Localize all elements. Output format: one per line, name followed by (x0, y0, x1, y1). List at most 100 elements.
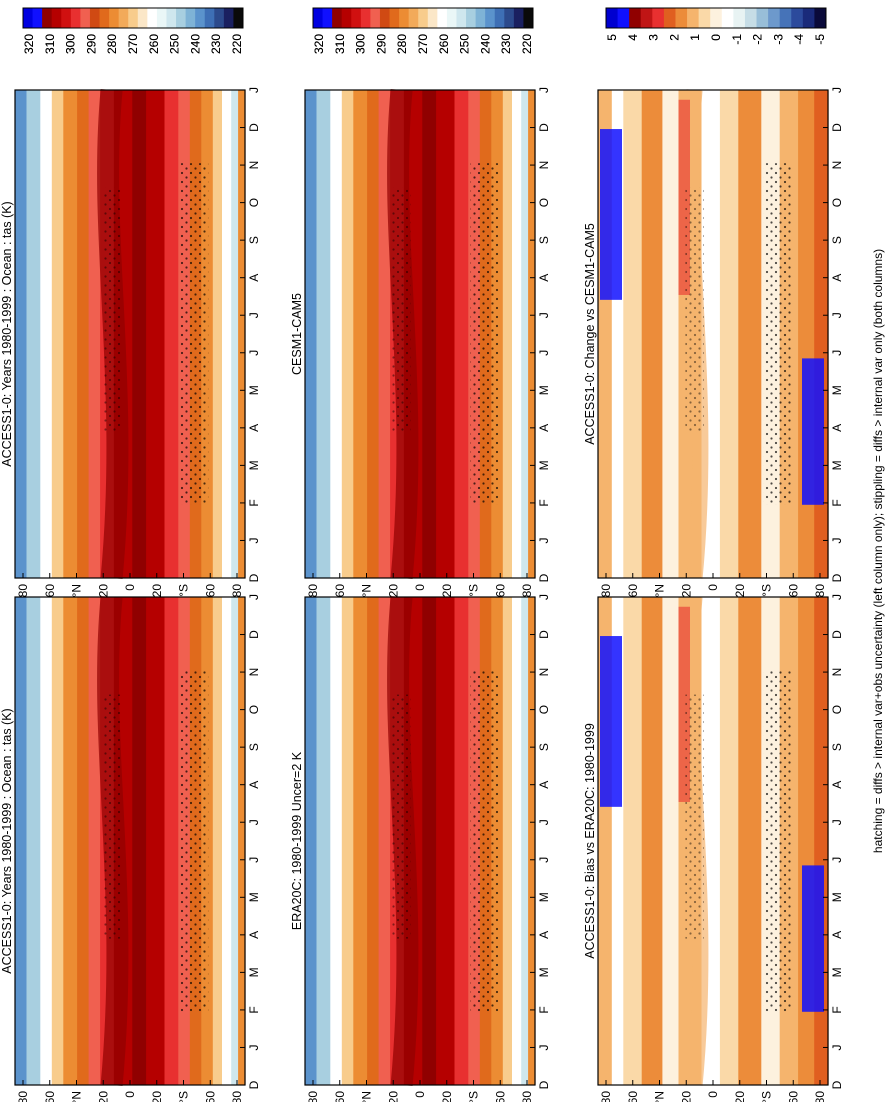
colorbar-label: 270 (126, 34, 140, 54)
lat-label: °S (467, 584, 481, 597)
lat-band (378, 90, 391, 578)
month-label: M (247, 460, 261, 470)
month-label: N (247, 161, 261, 170)
colorbar-frame (312, 7, 534, 29)
colorbar-label: 290 (374, 34, 388, 54)
colorbar-label: 240 (478, 34, 492, 54)
colorbar-label: -4 (792, 34, 806, 45)
colorbar-label: 240 (188, 34, 202, 54)
colorbar-swatch (652, 8, 665, 28)
colorbar-swatch (389, 8, 400, 28)
lat-band (436, 597, 456, 1085)
lat-band (146, 90, 166, 578)
stippling (685, 187, 704, 432)
lat-band (330, 90, 343, 578)
lat-band (738, 90, 762, 578)
colorbar-swatch (779, 8, 792, 28)
colorbar-label: 280 (395, 34, 409, 54)
lat-band (305, 597, 318, 1085)
lat-label: 20 (679, 584, 693, 598)
stippling (392, 187, 411, 432)
lat-label: 80 (813, 584, 827, 598)
colorbar-label: 4 (626, 34, 640, 41)
colorbar-swatch (475, 8, 486, 28)
lat-band (719, 90, 739, 578)
colorbar-label: 270 (126, 34, 140, 54)
anomaly-blob (802, 358, 824, 505)
lat-band (316, 597, 331, 1085)
lat-band (528, 90, 536, 578)
colorbar-label: 250 (458, 34, 472, 54)
colorbar-frame (605, 7, 827, 29)
colorbar-swatch (675, 8, 688, 28)
panel-title: ACCESS1-0: Years 1980-1999 : Ocean : tas… (0, 708, 14, 973)
colorbar-swatch (109, 8, 120, 28)
lat-band (222, 90, 232, 578)
colorbar-label: 4 (626, 34, 640, 41)
month-label: J (247, 312, 261, 318)
month-label: M (830, 460, 844, 470)
colorbar-label: 220 (230, 34, 244, 54)
anomaly-blob (678, 99, 690, 295)
lat-label: 20 (440, 1091, 454, 1102)
colorbar-label: 310 (43, 34, 57, 54)
month-label: A (247, 274, 261, 282)
lat-band (353, 90, 368, 578)
colorbar-label: 290 (84, 34, 98, 54)
colorbar-label: 290 (374, 34, 388, 54)
month-label: J (537, 350, 551, 356)
lat-band (132, 597, 147, 1085)
stippling (180, 670, 209, 1012)
lat-band (512, 597, 522, 1085)
lat-band (623, 90, 643, 578)
colorbar-label: 240 (188, 34, 202, 54)
map-panel-5: ACCESS1-0: Bias vs ERA20C: 1980-1999 D J F M… (583, 7, 844, 1104)
month-label: M (830, 967, 844, 977)
colorbar-label: 1 (688, 34, 702, 41)
colorbar-label: 220 (520, 34, 534, 54)
month-label: A (830, 424, 844, 432)
colorbar-label: 320 (312, 34, 326, 54)
colorbar-swatch (42, 8, 53, 28)
colorbar: 320 310 300 290 280 270 260 250 240 230 220 (22, 7, 244, 54)
lat-band (132, 90, 147, 578)
colorbar-label: -5 (813, 34, 827, 45)
lat-band (454, 597, 469, 1085)
colorbar-swatch (698, 8, 711, 28)
colorbar-label: 5 (605, 34, 619, 41)
stippling (102, 694, 121, 939)
colorbar-label: 3 (647, 34, 661, 41)
colorbar-label: 300 (64, 34, 78, 54)
colorbar-label: 260 (147, 34, 161, 54)
lat-label: °N (360, 584, 374, 597)
month-label: J (830, 594, 844, 600)
month-label: J (830, 87, 844, 93)
month-label: S (537, 236, 551, 244)
lat-band (367, 597, 380, 1085)
stippling (180, 163, 209, 505)
month-label: O (537, 705, 551, 714)
month-label: F (830, 1006, 844, 1013)
month-label: M (537, 892, 551, 902)
colorbar-label: 260 (437, 34, 451, 54)
month-label: D (537, 630, 551, 639)
stippling (685, 694, 704, 939)
month-label: O (537, 198, 551, 207)
month-label: A (537, 931, 551, 939)
lat-band (502, 597, 513, 1085)
lat-band (146, 597, 166, 1085)
month-label: A (537, 424, 551, 432)
lat-label: 60 (626, 1091, 640, 1102)
colorbar-swatch (137, 8, 148, 28)
colorbar-swatch (185, 8, 196, 28)
lat-band (341, 597, 354, 1085)
panel-title: CESM1-CAM5 (290, 293, 304, 375)
anomaly-blob (802, 865, 824, 1012)
lat-band (353, 597, 368, 1085)
month-label: M (537, 967, 551, 977)
colorbar-label: 320 (312, 34, 326, 54)
month-label: D (537, 123, 551, 132)
colorbar-swatch (214, 8, 225, 28)
lat-band (662, 90, 680, 578)
